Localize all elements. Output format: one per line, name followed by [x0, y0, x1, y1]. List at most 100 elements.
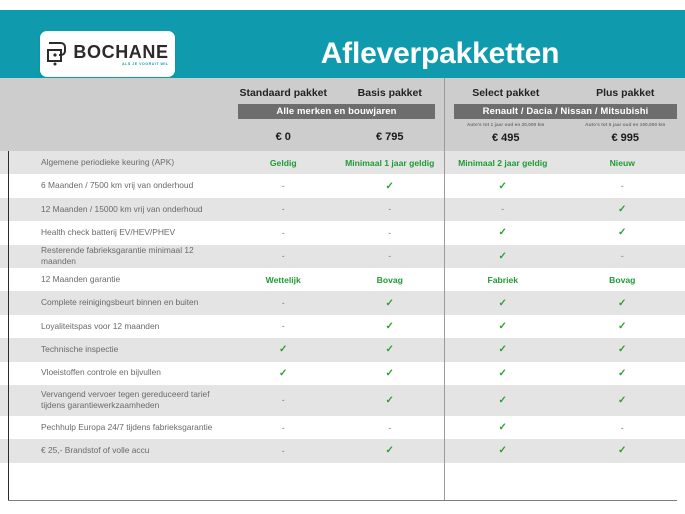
- cell-value: ✓: [618, 227, 627, 239]
- cell-value: ✓: [498, 394, 507, 406]
- cell-value: -: [281, 321, 285, 332]
- cell-value: ✓: [385, 367, 394, 379]
- cell-value: ✓: [498, 320, 507, 332]
- cell-value: -: [620, 251, 624, 262]
- group-badge-all-brands: Alle merken en bouwjaren: [238, 104, 435, 119]
- table-footer-spacer: [0, 462, 685, 485]
- column-header-band: Standaard pakket Basis pakket Alle merke…: [0, 78, 685, 219]
- cell-value: -: [620, 422, 624, 433]
- feature-label: Complete reinigingsbeurt binnen en buite…: [41, 297, 199, 308]
- table-row: Technische inspectie ✓ ✓ ✓ ✓: [0, 338, 685, 362]
- cell-value: -: [281, 181, 285, 192]
- table-row: Vloeistoffen controle en bijvullen ✓ ✓ ✓ ✓: [0, 361, 685, 385]
- cell-value: ✓: [498, 344, 507, 356]
- cell-value: ✓: [385, 344, 394, 356]
- feature-label: € 25,- Brandstof of volle accu: [41, 445, 150, 456]
- feature-label: Pechhulp Europa 24/7 tijdens fabrieksgar…: [41, 421, 213, 432]
- cell-value: Minimaal 1 jaar geldig: [345, 157, 435, 168]
- table-row: 12 Maanden / 15000 km vrij van onderhoud…: [0, 197, 685, 222]
- cell-value: -: [501, 204, 505, 215]
- package-group-renault: Select pakket Plus pakket Renault / Daci…: [446, 78, 685, 151]
- cell-value: Fabriek: [487, 274, 519, 285]
- cell-value: -: [620, 181, 624, 192]
- feature-label: Technische inspectie: [41, 344, 119, 355]
- cell-value: -: [281, 204, 285, 215]
- table-row: Loyaliteitspas voor 12 maanden - ✓ ✓ ✓: [0, 314, 685, 339]
- cell-value: ✓: [618, 394, 627, 406]
- feature-label: Vervangend vervoer tegen gereduceerd tar…: [41, 388, 210, 411]
- feature-label: 12 Maanden garantie: [41, 273, 121, 284]
- price-basis: € 795: [375, 131, 404, 143]
- cell-value: ✓: [498, 445, 507, 457]
- table-row: 12 Maanden garantie Wettelijk Bovag Fabriek…: [0, 267, 685, 292]
- cell-value: -: [388, 251, 392, 262]
- table-left-edge: [8, 151, 10, 501]
- cell-value: ✓: [618, 203, 627, 215]
- cell-value: ✓: [279, 367, 288, 379]
- table-row: Complete reinigingsbeurt binnen en buite…: [0, 291, 685, 315]
- cell-value: -: [281, 298, 285, 309]
- logo-wordmark: BOCHANE: [73, 42, 169, 63]
- cell-value: ✓: [618, 344, 627, 356]
- column-sub-select: Auto's tot 1 jaar oud en 20.000 km: [466, 122, 545, 127]
- cell-value: ✓: [385, 394, 394, 406]
- cell-value: ✓: [618, 297, 627, 309]
- price-standaard: € 0: [275, 131, 291, 143]
- table-row: Resterende fabrieksgarantie minimaal 12 …: [0, 244, 685, 268]
- column-title-plus: Plus pakket: [596, 87, 655, 99]
- column-title-standaard: Standaard pakket: [239, 87, 328, 99]
- page-banner: BOCHANE ALS JE VOORUIT WIL Afleverpakket…: [0, 10, 685, 78]
- cell-value: -: [388, 227, 392, 238]
- table-row: 6 Maanden / 7500 km vrij van onderhoud - ✓…: [0, 174, 685, 198]
- cell-value: -: [388, 422, 392, 433]
- cell-value: ✓: [385, 297, 394, 309]
- package-group-all-brands: Standaard pakket Basis pakket Alle merke…: [230, 78, 443, 151]
- cell-value: Wettelijk: [265, 274, 301, 285]
- page-title: Afleverpakketten: [320, 37, 560, 70]
- cell-value: ✓: [385, 180, 394, 192]
- column-title-select: Select pakket: [472, 87, 540, 99]
- cell-value: Bovag: [609, 274, 636, 285]
- cell-value: -: [281, 251, 285, 262]
- cell-value: Bovag: [376, 274, 403, 285]
- cell-value: ✓: [498, 227, 507, 239]
- bochane-logo: BOCHANE ALS JE VOORUIT WIL: [40, 31, 175, 77]
- feature-label: Health check batterij EV/HEV/PHEV: [41, 227, 176, 238]
- table-bottom-rule: [8, 500, 677, 502]
- cell-value: -: [281, 395, 285, 406]
- column-title-basis: Basis pakket: [357, 87, 422, 99]
- table-row: Algemene periodieke keuring (APK) Geldig M…: [0, 151, 685, 175]
- table-row: Vervangend vervoer tegen gereduceerd tar…: [0, 384, 685, 416]
- cell-value: -: [388, 204, 392, 215]
- table-row: Pechhulp Europa 24/7 tijdens fabrieksgar…: [0, 415, 685, 440]
- column-sub-plus: Auto's tot 5 jaar oud en 100.000 km: [585, 122, 666, 127]
- cell-value: ✓: [498, 367, 507, 379]
- cell-value: ✓: [385, 445, 394, 457]
- cell-value: -: [281, 445, 285, 456]
- cell-value: Minimaal 2 jaar geldig: [458, 157, 548, 168]
- cell-value: ✓: [498, 422, 507, 434]
- cell-value: ✓: [385, 320, 394, 332]
- cell-value: Geldig: [269, 157, 297, 168]
- cell-value: -: [281, 227, 285, 238]
- cell-value: ✓: [498, 250, 507, 262]
- table-row: Health check batterij EV/HEV/PHEV - - ✓ ✓: [0, 221, 685, 245]
- feature-label: Loyaliteitspas voor 12 maanden: [41, 320, 160, 331]
- group-divider-line: [443, 78, 445, 501]
- cell-value: Nieuw: [609, 157, 635, 168]
- cell-value: ✓: [498, 180, 507, 192]
- features-table: Algemene periodieke keuring (APK) Geldig M…: [0, 151, 685, 485]
- feature-label: Algemene periodieke keuring (APK): [41, 156, 175, 167]
- cell-value: ✓: [618, 445, 627, 457]
- price-plus: € 995: [611, 132, 640, 144]
- feature-label: 6 Maanden / 7500 km vrij van onderhoud: [41, 180, 194, 191]
- table-row: € 25,- Brandstof of volle accu - ✓ ✓ ✓: [0, 439, 685, 463]
- cell-value: ✓: [618, 367, 627, 379]
- cell-value: -: [281, 422, 285, 433]
- cell-value: ✓: [618, 320, 627, 332]
- bochane-mark-icon: [47, 42, 67, 66]
- banner-underline: [0, 77, 685, 78]
- feature-label: 12 Maanden / 15000 km vrij van onderhoud: [41, 203, 203, 214]
- feature-label: Vloeistoffen controle en bijvullen: [41, 367, 161, 378]
